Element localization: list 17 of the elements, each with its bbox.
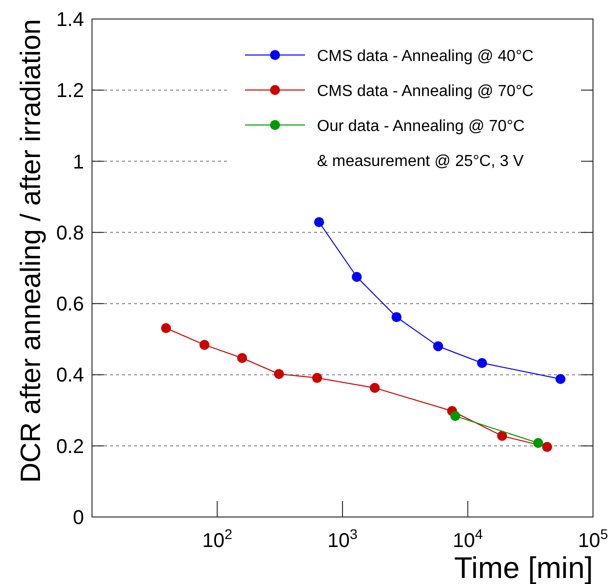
- x-tick-label: 10$^{2}$: [202, 526, 232, 552]
- y-axis-title: DCR after annealing / after irradiation: [15, 19, 46, 483]
- legend-label: CMS data - Annealing @ 70°C: [317, 83, 534, 100]
- y-tick-label: 0.2: [56, 436, 84, 458]
- legend-label: Our data - Annealing @ 70°C & measurement @ 25°C, 3 V: [317, 118, 525, 170]
- x-axis-title: Time [min]: [454, 552, 593, 584]
- x-tick-label: 10$^{4}$: [452, 526, 483, 552]
- x-tick-label: 10$^{3}$: [327, 526, 358, 552]
- y-tick-label: 0.8: [56, 222, 84, 244]
- y-tick-label: 0.6: [56, 294, 84, 316]
- legend-label: CMS data - Annealing @ 40°C: [317, 48, 534, 65]
- y-tick-label: 1.4: [56, 9, 84, 31]
- y-tick-label: 0: [72, 507, 84, 529]
- y-tick-label: 0.4: [56, 364, 84, 387]
- x-tick-label: 10$^{5}$: [578, 526, 608, 552]
- y-tick-label: 1: [72, 151, 84, 174]
- y-tick-label: 1.2: [56, 80, 84, 102]
